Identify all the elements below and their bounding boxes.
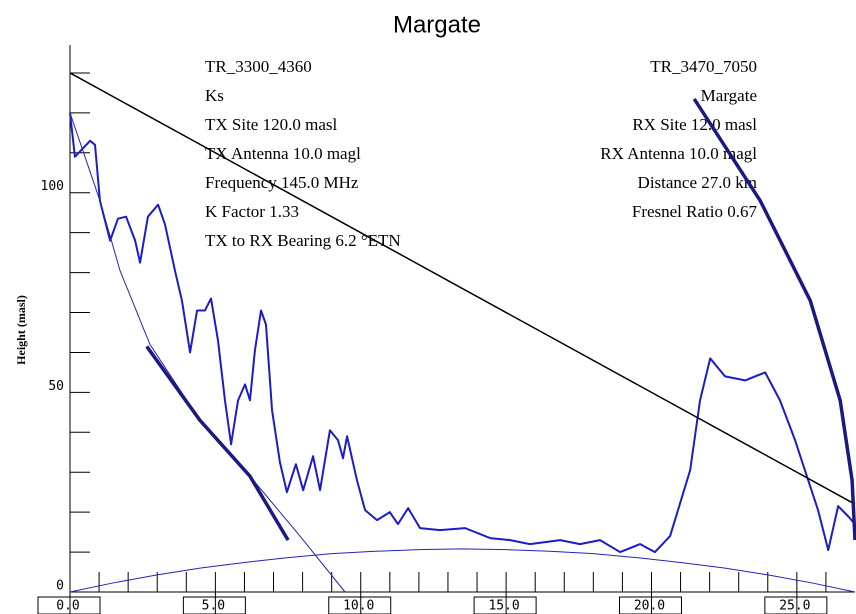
series-line xyxy=(69,112,346,593)
series-line xyxy=(692,97,856,541)
x-tick-label: 20.0 xyxy=(634,599,665,614)
info-left: Frequency 145.0 MHz xyxy=(205,173,359,192)
x-tick-box xyxy=(328,596,392,614)
x-tick-box xyxy=(182,596,246,614)
info-left: TR_3300_4360 xyxy=(205,57,312,76)
info-right: Margate xyxy=(701,86,757,105)
info-left: TX Antenna 10.0 magl xyxy=(205,144,361,163)
x-tick-label: 0.0 xyxy=(56,599,79,614)
info-left: TX Site 120.0 masl xyxy=(205,115,337,134)
y-tick-label: 0 xyxy=(56,579,64,594)
x-tick-label: 25.0 xyxy=(779,599,810,614)
info-left: K Factor 1.33 xyxy=(205,202,299,221)
info-left: TX to RX Bearing 6.2 °ETN xyxy=(205,231,401,250)
series-line xyxy=(69,112,856,554)
chart-title: Margate xyxy=(393,11,481,38)
y-tick-label: 50 xyxy=(48,379,64,394)
info-left: Ks xyxy=(205,86,224,105)
x-tick-box xyxy=(473,596,537,614)
y-tick-label: 100 xyxy=(41,179,64,194)
x-tick-label: 10.0 xyxy=(343,599,374,614)
info-right: RX Site 12.0 masl xyxy=(632,115,757,134)
series-line xyxy=(69,548,856,593)
series-line xyxy=(145,345,290,541)
series-line xyxy=(69,72,856,505)
x-tick-label: 5.0 xyxy=(202,599,225,614)
info-right: TR_3470_7050 xyxy=(650,57,757,76)
info-right: Fresnel Ratio 0.67 xyxy=(632,202,758,221)
x-tick-label: 15.0 xyxy=(488,599,519,614)
info-right: Distance 27.0 km xyxy=(638,173,757,192)
y-axis-label: Height (masl) xyxy=(14,295,28,365)
x-tick-box xyxy=(618,596,682,614)
x-tick-box xyxy=(764,596,828,614)
info-right: RX Antenna 10.0 magl xyxy=(600,144,757,163)
x-tick-box xyxy=(37,596,101,614)
